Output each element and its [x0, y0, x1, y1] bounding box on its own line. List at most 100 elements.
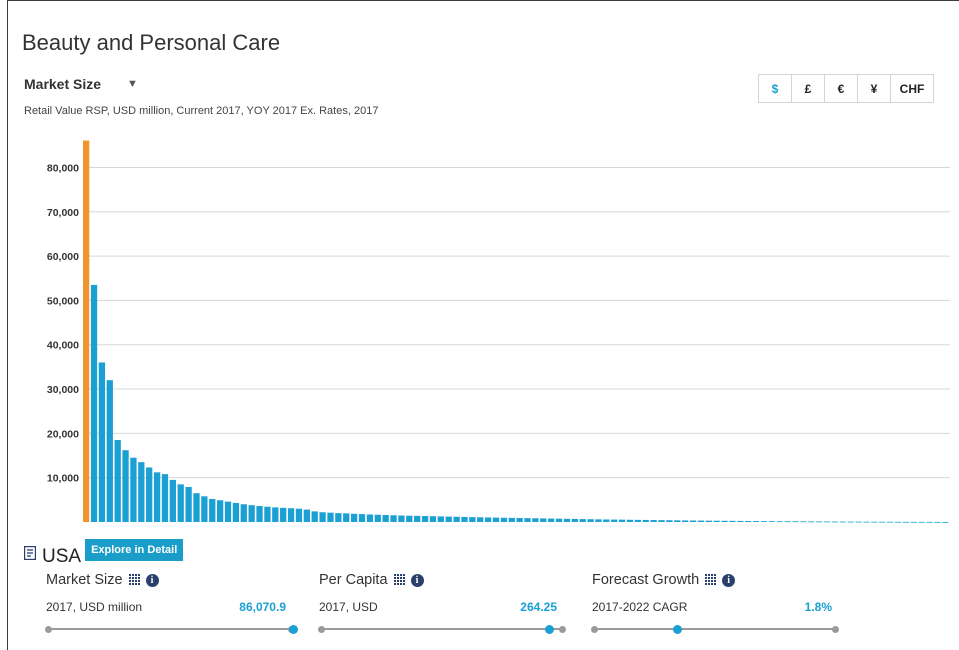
bar[interactable]	[697, 520, 705, 522]
bar[interactable]	[894, 521, 902, 523]
info-icon[interactable]: i	[145, 573, 159, 587]
bar[interactable]	[642, 519, 649, 522]
bar[interactable]	[666, 520, 673, 522]
document-icon[interactable]	[24, 546, 36, 560]
bar[interactable]	[209, 498, 216, 522]
bar[interactable]	[902, 521, 909, 523]
bar[interactable]	[287, 508, 295, 522]
bar[interactable]	[855, 521, 862, 523]
bar[interactable]	[130, 457, 137, 522]
bar[interactable]	[343, 513, 350, 522]
bar[interactable]	[879, 521, 886, 523]
currency-gbp-button[interactable]: £	[792, 75, 825, 102]
bar[interactable]	[146, 467, 153, 522]
bar[interactable]	[650, 520, 657, 522]
metric-slider[interactable]	[45, 624, 298, 634]
bar[interactable]	[295, 508, 303, 522]
bar[interactable]	[603, 519, 610, 522]
bar[interactable]	[839, 521, 846, 523]
bar[interactable]	[327, 512, 334, 522]
bar[interactable]	[350, 513, 358, 522]
currency-chf-button[interactable]: CHF	[899, 81, 925, 96]
bar[interactable]	[792, 521, 799, 523]
bar[interactable]	[90, 284, 98, 522]
bar[interactable]	[571, 518, 578, 522]
bar[interactable]	[713, 520, 720, 522]
bar[interactable]	[414, 515, 421, 522]
bar[interactable]	[587, 519, 594, 522]
bar[interactable]	[429, 516, 437, 522]
bar[interactable]	[201, 496, 208, 522]
bar[interactable]	[500, 517, 508, 522]
bar[interactable]	[461, 516, 468, 522]
bar[interactable]	[177, 484, 184, 522]
bar[interactable]	[122, 450, 129, 522]
bar[interactable]	[760, 521, 768, 522]
bar[interactable]	[926, 521, 933, 523]
bar[interactable]	[382, 515, 389, 522]
bar[interactable]	[689, 520, 697, 522]
explore-in-detail-button[interactable]: Explore in Detail	[85, 539, 184, 561]
grid-icon[interactable]	[705, 574, 717, 586]
metric-slider[interactable]	[318, 624, 566, 634]
bar[interactable]	[579, 519, 586, 522]
info-icon[interactable]: i	[410, 573, 424, 587]
grid-icon[interactable]	[128, 574, 141, 586]
slider-knob[interactable]	[545, 625, 555, 634]
bar[interactable]	[800, 521, 807, 523]
bar[interactable]	[508, 517, 515, 522]
bar[interactable]	[752, 521, 760, 522]
bar-highlighted[interactable]	[83, 140, 90, 523]
bar[interactable]	[729, 520, 736, 522]
bar[interactable]	[808, 521, 815, 523]
bar[interactable]	[847, 521, 854, 523]
bar[interactable]	[240, 504, 247, 522]
currency-usd-button[interactable]: $	[759, 75, 792, 102]
bar[interactable]	[272, 507, 279, 523]
bar[interactable]	[193, 493, 200, 522]
bar[interactable]	[453, 516, 460, 522]
bar[interactable]	[492, 517, 500, 522]
bar[interactable]	[768, 521, 775, 522]
bar[interactable]	[863, 521, 870, 523]
bar[interactable]	[477, 517, 484, 522]
bar[interactable]	[745, 521, 752, 522]
bar[interactable]	[437, 516, 444, 522]
bar[interactable]	[374, 514, 381, 522]
bar[interactable]	[319, 512, 326, 522]
slider-knob[interactable]	[289, 625, 298, 634]
metric-slider[interactable]	[591, 624, 839, 634]
bar[interactable]	[555, 518, 563, 522]
bar[interactable]	[910, 521, 917, 523]
bar[interactable]	[918, 521, 925, 523]
bar[interactable]	[784, 521, 791, 523]
bar[interactable]	[721, 520, 728, 522]
bar[interactable]	[484, 517, 492, 522]
bar[interactable]	[366, 514, 374, 522]
bar[interactable]	[611, 519, 618, 522]
bar[interactable]	[682, 520, 689, 522]
bar[interactable]	[398, 515, 405, 522]
bar[interactable]	[626, 519, 634, 522]
bar[interactable]	[595, 519, 602, 522]
bar[interactable]	[216, 500, 224, 522]
bar[interactable]	[823, 521, 831, 523]
bar[interactable]	[737, 520, 744, 522]
bar[interactable]	[524, 518, 531, 522]
metric-dropdown[interactable]: Market Size ▼	[24, 76, 138, 92]
bar[interactable]	[311, 511, 318, 522]
bar[interactable]	[280, 507, 287, 522]
bar[interactable]	[634, 519, 642, 522]
currency-jpy-button[interactable]: ¥	[858, 75, 891, 102]
bar[interactable]	[185, 486, 192, 522]
bar[interactable]	[705, 520, 712, 522]
bar[interactable]	[138, 462, 145, 522]
bar[interactable]	[934, 521, 941, 523]
bar[interactable]	[776, 521, 783, 523]
bar[interactable]	[942, 521, 949, 523]
bar[interactable]	[248, 505, 255, 522]
bar[interactable]	[406, 515, 413, 522]
bar[interactable]	[98, 362, 106, 522]
bar[interactable]	[871, 521, 878, 523]
bar[interactable]	[335, 513, 342, 522]
